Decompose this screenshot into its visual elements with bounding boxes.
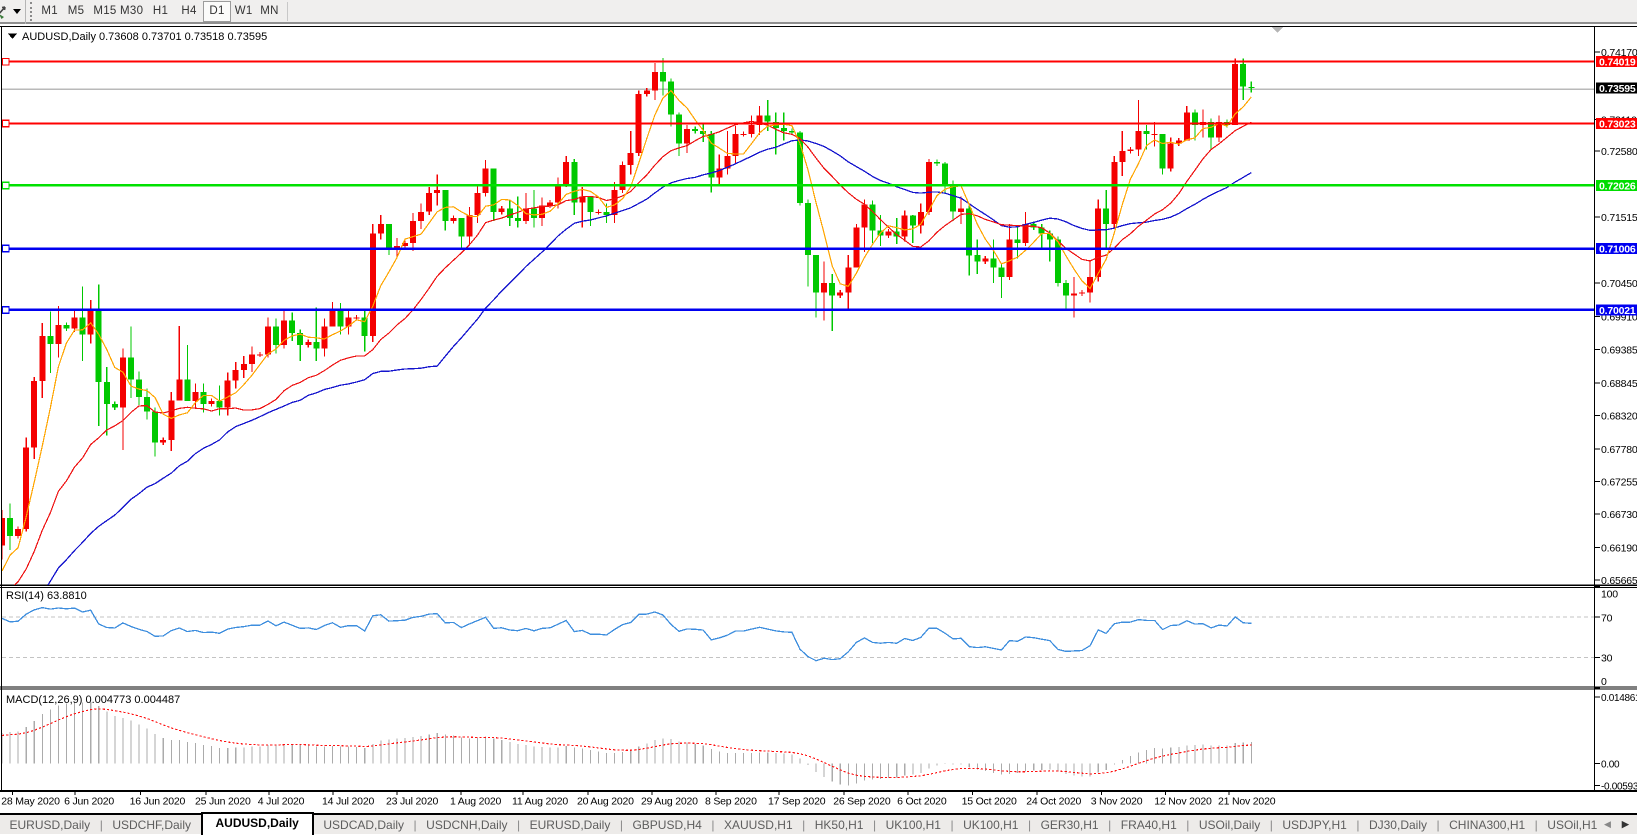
svg-text:0.70021: 0.70021 — [1599, 305, 1636, 317]
svg-text:0.68320: 0.68320 — [1601, 410, 1637, 422]
svg-text:28 May 2020: 28 May 2020 — [1, 796, 60, 808]
svg-text:100: 100 — [1601, 589, 1618, 601]
svg-text:70: 70 — [1601, 612, 1613, 624]
svg-text:0.66190: 0.66190 — [1601, 543, 1637, 555]
svg-text:0.67255: 0.67255 — [1601, 477, 1637, 489]
svg-text:0.71515: 0.71515 — [1601, 212, 1637, 224]
svg-text:-0.005938: -0.005938 — [1601, 782, 1637, 793]
svg-text:16 Jun 2020: 16 Jun 2020 — [130, 796, 186, 808]
svg-text:0.014861: 0.014861 — [1601, 693, 1637, 704]
svg-text:12 Nov 2020: 12 Nov 2020 — [1154, 796, 1212, 808]
svg-text:0.74019: 0.74019 — [1599, 57, 1636, 69]
svg-text:4 Jul 2020: 4 Jul 2020 — [258, 796, 305, 808]
svg-text:0.73595: 0.73595 — [1599, 83, 1636, 95]
svg-text:0.65665: 0.65665 — [1601, 575, 1637, 587]
svg-text:MACD(12,26,9) 0.004773 0.00448: MACD(12,26,9) 0.004773 0.004487 — [6, 694, 180, 706]
svg-text:14 Jul 2020: 14 Jul 2020 — [322, 796, 374, 808]
svg-text:8 Sep 2020: 8 Sep 2020 — [705, 796, 757, 808]
svg-text:3 Nov 2020: 3 Nov 2020 — [1091, 796, 1143, 808]
svg-text:26 Sep 2020: 26 Sep 2020 — [833, 796, 891, 808]
svg-text:20 Aug 2020: 20 Aug 2020 — [577, 796, 634, 808]
svg-text:0: 0 — [1601, 676, 1607, 688]
svg-text:0.73023: 0.73023 — [1599, 118, 1636, 130]
svg-text:0.72580: 0.72580 — [1601, 146, 1637, 158]
svg-text:17 Sep 2020: 17 Sep 2020 — [768, 796, 826, 808]
svg-text:0.00: 0.00 — [1601, 760, 1620, 771]
svg-text:25 Jun 2020: 25 Jun 2020 — [195, 796, 251, 808]
svg-text:RSI(14) 63.8810: RSI(14) 63.8810 — [6, 590, 87, 602]
svg-text:6 Oct 2020: 6 Oct 2020 — [897, 796, 947, 808]
svg-text:0.71006: 0.71006 — [1599, 244, 1636, 256]
svg-text:0.69385: 0.69385 — [1601, 344, 1637, 356]
svg-text:21 Nov 2020: 21 Nov 2020 — [1218, 796, 1276, 808]
svg-text:0.72026: 0.72026 — [1599, 180, 1636, 192]
svg-text:0.70450: 0.70450 — [1601, 278, 1637, 290]
svg-text:24 Oct 2020: 24 Oct 2020 — [1026, 796, 1081, 808]
svg-text:6 Jun 2020: 6 Jun 2020 — [64, 796, 114, 808]
svg-text:AUDUSD,Daily 0.73608 0.73701: AUDUSD,Daily 0.73608 0.73701 0.73518 0.7… — [22, 31, 267, 43]
svg-text:29 Aug 2020: 29 Aug 2020 — [641, 796, 698, 808]
svg-text:0.67780: 0.67780 — [1601, 444, 1637, 456]
svg-text:0.68845: 0.68845 — [1601, 378, 1637, 390]
svg-text:23 Jul 2020: 23 Jul 2020 — [386, 796, 438, 808]
svg-text:1 Aug 2020: 1 Aug 2020 — [450, 796, 501, 808]
svg-text:30: 30 — [1601, 653, 1613, 665]
svg-text:0.66730: 0.66730 — [1601, 509, 1637, 521]
svg-text:11 Aug 2020: 11 Aug 2020 — [512, 796, 568, 808]
svg-text:15 Oct 2020: 15 Oct 2020 — [962, 796, 1017, 808]
